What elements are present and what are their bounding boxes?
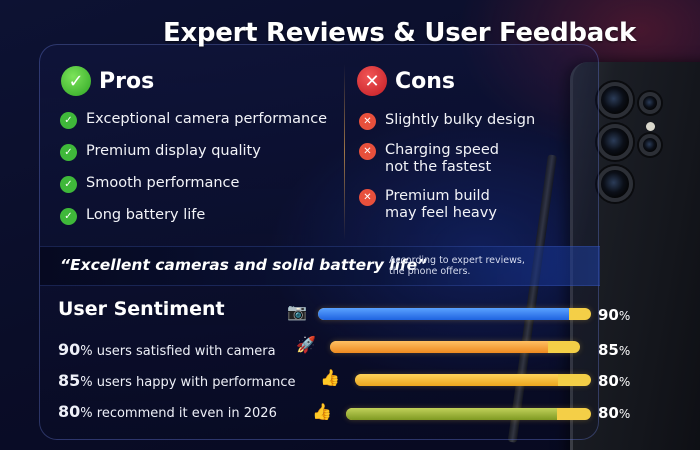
cons-item: ✕ Charging speed not the fastest bbox=[359, 142, 535, 176]
camera-lens bbox=[597, 166, 633, 202]
camera-lens bbox=[639, 92, 661, 114]
bar-fill bbox=[330, 341, 548, 353]
pros-item: ✓ Long battery life bbox=[60, 207, 327, 225]
sentiment-bar bbox=[318, 308, 591, 320]
pros-heading-label: Pros bbox=[99, 68, 155, 94]
sentiment-title: User Sentiment bbox=[58, 298, 225, 320]
thumbs-up-icon: 👍 bbox=[320, 368, 340, 387]
camera-lens bbox=[597, 124, 633, 160]
pros-item: ✓ Smooth performance bbox=[60, 175, 327, 193]
x-icon: ✕ bbox=[359, 189, 376, 206]
camera-lens bbox=[597, 82, 633, 118]
bar-fill bbox=[346, 408, 557, 420]
x-icon: ✕ bbox=[359, 143, 376, 160]
camera-icon: 📷 bbox=[287, 302, 307, 321]
cons-heading: ✕ Cons bbox=[357, 66, 455, 96]
bar-fill bbox=[318, 308, 570, 320]
bar-value: 90% bbox=[598, 306, 631, 324]
sentiment-bar bbox=[346, 408, 591, 420]
camera-lens bbox=[639, 134, 661, 156]
column-divider bbox=[344, 64, 345, 240]
check-icon: ✓ bbox=[60, 208, 77, 225]
cons-item: ✕ Slightly bulky design bbox=[359, 112, 535, 130]
check-icon: ✓ bbox=[60, 176, 77, 193]
quote-note: According to expert reviews, the phone o… bbox=[389, 255, 525, 277]
bar-value: 80% bbox=[598, 404, 631, 422]
x-circle-icon: ✕ bbox=[357, 66, 387, 96]
phone-image bbox=[570, 62, 700, 450]
pros-list: ✓ Exceptional camera performance ✓ Premium… bbox=[60, 111, 327, 225]
x-icon: ✕ bbox=[359, 113, 376, 130]
thumbs-up-green-icon: 👍 bbox=[312, 402, 332, 421]
sentiment-stat: 85% users happy with performance bbox=[58, 371, 296, 390]
sentiment-stat: 90% users satisfied with camera bbox=[58, 340, 276, 359]
sentiment-bar bbox=[330, 341, 580, 353]
bar-fill bbox=[355, 374, 558, 386]
sentiment-stat: 80% recommend it even in 2026 bbox=[58, 402, 277, 421]
cons-item: ✕ Premium build may feel heavy bbox=[359, 188, 535, 222]
check-icon: ✓ bbox=[60, 144, 77, 161]
bar-value: 85% bbox=[598, 341, 631, 359]
rocket-icon: 🚀 bbox=[296, 335, 316, 354]
pros-item: ✓ Premium display quality bbox=[60, 143, 327, 161]
camera-flash bbox=[646, 122, 655, 131]
cons-heading-label: Cons bbox=[395, 68, 456, 94]
cons-list: ✕ Slightly bulky design ✕ Charging speed n… bbox=[359, 112, 535, 222]
check-icon: ✓ bbox=[60, 112, 77, 129]
quote-strip bbox=[40, 246, 600, 286]
expert-quote: “Excellent cameras and solid battery lif… bbox=[60, 256, 428, 274]
pros-item: ✓ Exceptional camera performance bbox=[60, 111, 327, 129]
pros-heading: ✓ Pros bbox=[61, 66, 154, 96]
sentiment-bar bbox=[355, 374, 591, 386]
bar-value: 80% bbox=[598, 372, 631, 390]
check-circle-icon: ✓ bbox=[61, 66, 91, 96]
page-title: Expert Reviews & User Feedback bbox=[163, 18, 637, 48]
